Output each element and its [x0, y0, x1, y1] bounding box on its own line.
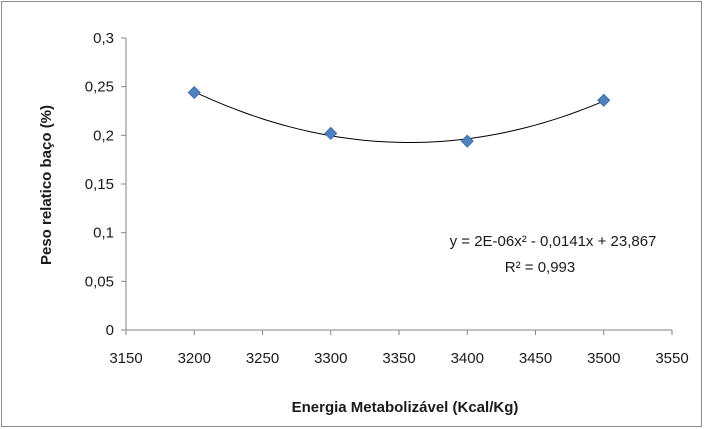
- y-tick-label: 0,2: [93, 127, 114, 144]
- points-group: [187, 85, 611, 148]
- y-tick-label: 0,25: [85, 79, 114, 96]
- x-tick-label: 3400: [451, 350, 484, 367]
- x-tick-label: 3450: [519, 350, 552, 367]
- axes-group: 0 0,05 0,1 0,15 0,2 0,25 0,3 3150 3200 3250 3300 33…: [85, 30, 689, 367]
- y-tick-label: 0,15: [85, 176, 114, 193]
- x-tick-label: 3200: [178, 350, 211, 367]
- x-tick-label: 3550: [655, 350, 688, 367]
- data-point: [187, 85, 201, 100]
- data-point: [324, 126, 338, 140]
- y-axis-title: Peso relatico baço (%): [38, 105, 55, 265]
- y-tick-label: 0,3: [93, 30, 114, 47]
- x-tick-label: 3350: [382, 350, 415, 367]
- y-tick-label: 0,1: [93, 225, 114, 242]
- trendline-r2: R² = 0,993: [505, 259, 575, 276]
- x-tick-label: 3300: [314, 350, 347, 367]
- data-point: [460, 134, 474, 148]
- x-tick-label: 3500: [587, 350, 620, 367]
- x-axis-title: Energia Metabolizável (Kcal/Kg): [292, 399, 519, 416]
- trendline-group: [194, 91, 604, 144]
- trendline-equation: y = 2E-06x² - 0,0141x + 23,867: [450, 233, 657, 250]
- data-point: [597, 93, 611, 107]
- trendline-curve: [194, 91, 604, 144]
- y-tick-label: 0: [106, 322, 114, 339]
- y-tick-label: 0,05: [85, 273, 114, 290]
- x-tick-label: 3150: [109, 350, 142, 367]
- x-tick-label: 3250: [246, 350, 279, 367]
